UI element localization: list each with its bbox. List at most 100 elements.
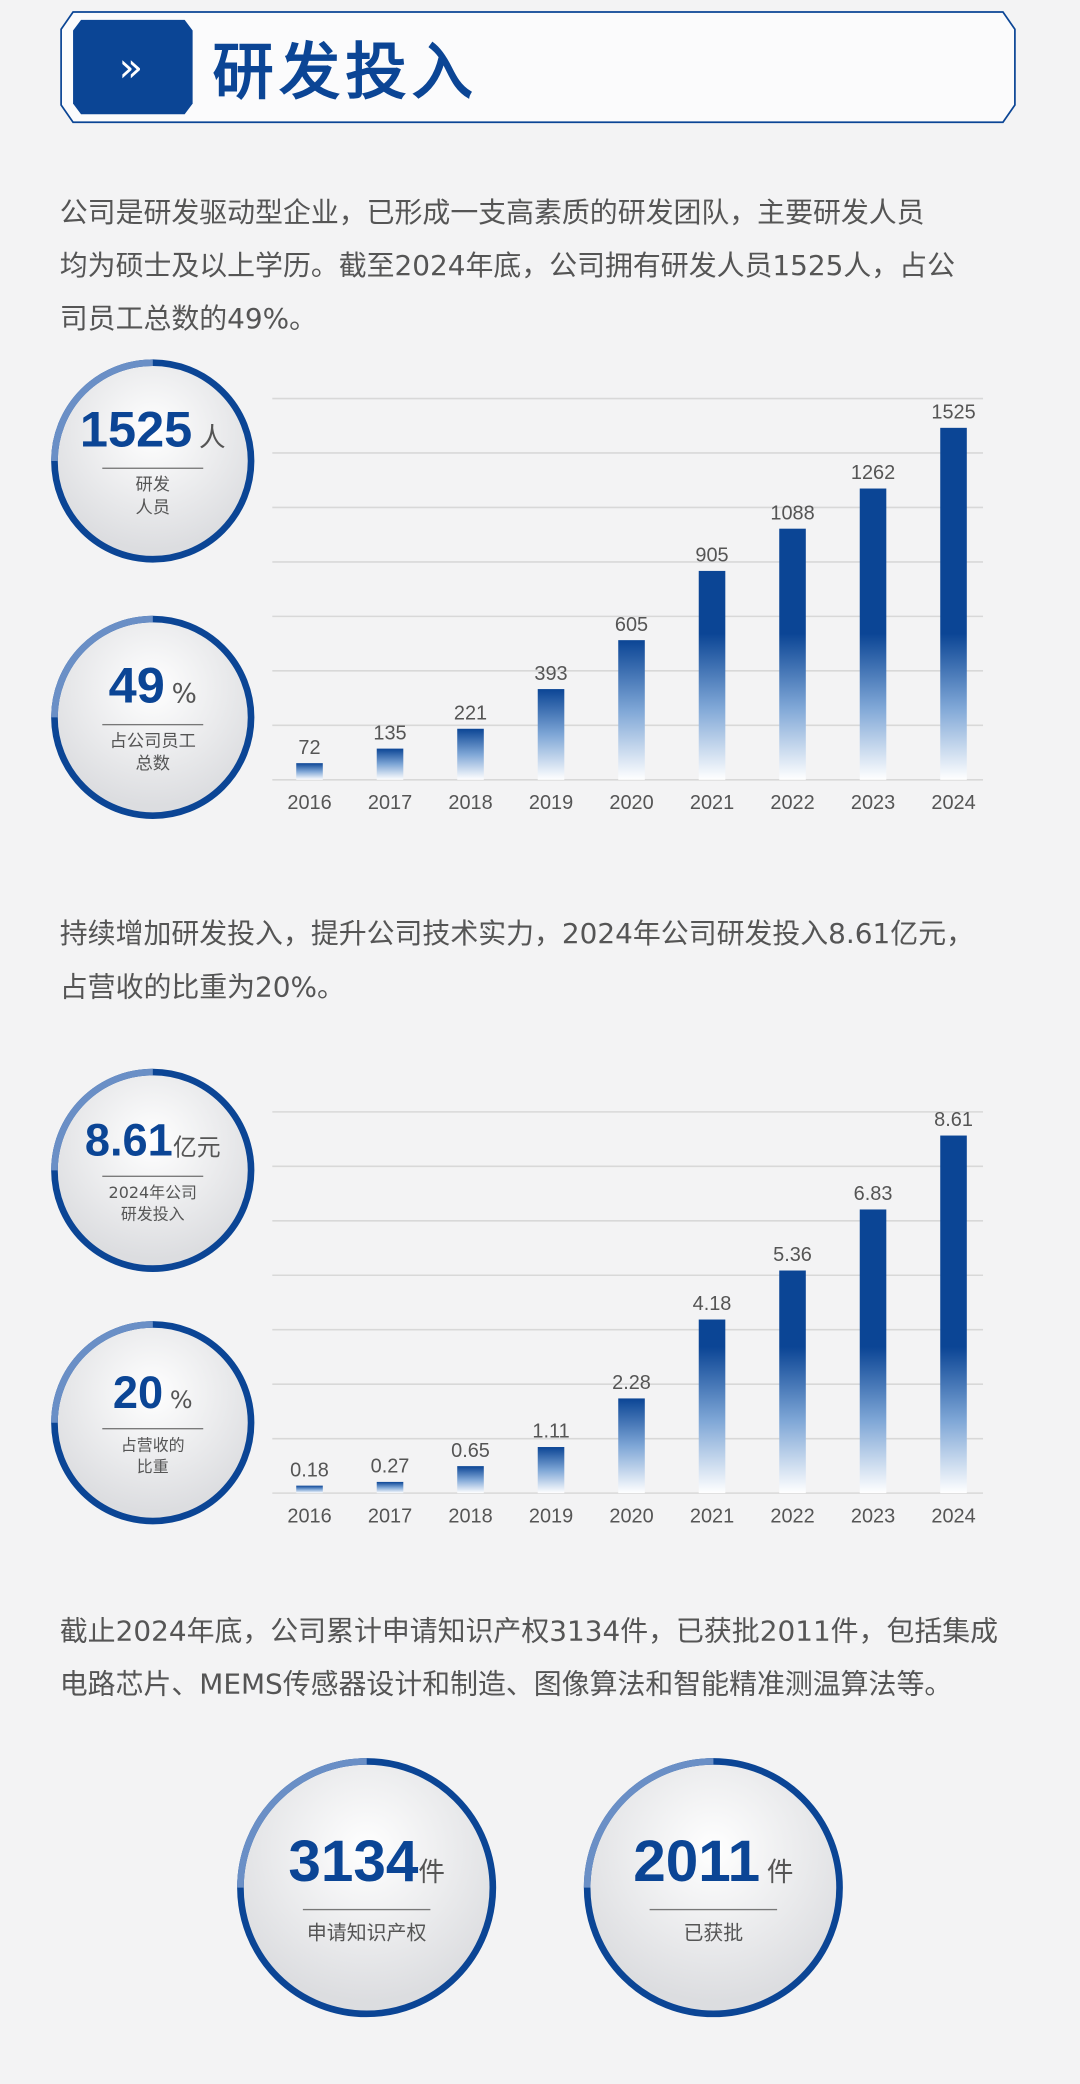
divider xyxy=(302,1908,431,1910)
x-tick-label: 2017 xyxy=(368,792,412,814)
bar-2020 xyxy=(618,1398,645,1494)
x-tick-label: 2021 xyxy=(690,1505,734,1527)
page-title: 研发投入 xyxy=(212,37,479,107)
divider xyxy=(102,467,204,469)
staff-bar-chart: 72 2016 135 2017 221 2018 393 2019 605 2020 905 202… xyxy=(272,397,984,814)
bar-2017 xyxy=(376,748,404,780)
bar-2019 xyxy=(537,1447,565,1494)
data-label: 605 xyxy=(615,614,648,636)
bar-2017 xyxy=(376,1481,404,1494)
stat-label: 已获批 xyxy=(683,1920,744,1945)
data-label: 1525 xyxy=(931,402,975,424)
bar-2023 xyxy=(859,1209,887,1494)
bar-2019 xyxy=(537,689,565,780)
stat-label: 申请知识产权 xyxy=(306,1920,427,1945)
stat-unit: 件 xyxy=(418,1855,445,1888)
data-label: 221 xyxy=(454,702,487,724)
stat-circle-staff-ratio: 49 % 占公司员工 总数 xyxy=(50,615,255,820)
bar-2018 xyxy=(457,1466,484,1494)
x-tick-label: 2023 xyxy=(851,792,895,814)
divider xyxy=(102,723,204,725)
rd-investment-bar-chart: 0.18 2016 0.27 2017 0.65 2018 1.11 2019 2.28 2020… xyxy=(272,1109,984,1527)
data-label: 135 xyxy=(373,722,406,744)
data-label: 1.11 xyxy=(532,1421,569,1443)
data-label: 4.18 xyxy=(693,1293,732,1315)
x-tick-label: 2016 xyxy=(287,1505,331,1527)
ring-graphic xyxy=(583,1758,843,2018)
stat-value: 2011 xyxy=(633,1828,761,1894)
stat-label: 占营收的 比重 xyxy=(120,1435,185,1476)
bar-2016 xyxy=(296,763,323,780)
stat-label: 研发 人员 xyxy=(135,475,171,518)
text-line: 持续增加研发投入，提升公司技术实力，2024年公司研发投入8.61亿元， xyxy=(59,917,974,950)
text-line: 均为硕士及以上学历。截至2024年底，公司拥有研发人员1525人，占公 xyxy=(59,249,955,282)
stat-circle-rd-invest: 8.61亿元 2024年公司 研发投入 xyxy=(50,1068,255,1273)
x-tick-label: 2024 xyxy=(931,1505,975,1527)
data-label: 2.28 xyxy=(612,1372,651,1394)
stat-unit: 人 xyxy=(199,420,226,453)
text-line: 公司是研发驱动型企业，已形成一支高素质的研发团队，主要研发人员 xyxy=(59,196,925,229)
data-label: 905 xyxy=(695,545,728,567)
data-label: 393 xyxy=(534,663,567,685)
intro-paragraph: 公司是研发驱动型企业，已形成一支高素质的研发团队，主要研发人员 均为硕士及以上学… xyxy=(60,186,1030,345)
divider xyxy=(649,1908,778,1910)
x-tick-label: 2018 xyxy=(448,1505,492,1527)
stat-unit: % xyxy=(171,676,197,709)
x-tick-label: 2020 xyxy=(609,1505,653,1527)
data-label: 0.27 xyxy=(371,1456,410,1478)
ring-highlight xyxy=(51,359,255,563)
divider xyxy=(102,1427,204,1430)
text-line: 电路芯片、MEMS传感器设计和制造、图像算法和智能精准测温算法等。 xyxy=(59,1668,953,1701)
bar-2021 xyxy=(698,1319,726,1494)
text-line: 占营收的比重为20%。 xyxy=(59,971,345,1003)
x-tick-label: 2023 xyxy=(851,1505,895,1527)
ip-paragraph: 截止2024年底，公司累计申请知识产权3134件，已获批2011件，包括集成 电… xyxy=(60,1605,1030,1711)
bar-2021 xyxy=(698,570,726,780)
x-tick-label: 2020 xyxy=(609,792,653,814)
ring-graphic xyxy=(51,1321,255,1525)
data-label: 0.18 xyxy=(290,1459,329,1481)
bar-2016 xyxy=(296,1485,323,1494)
investment-paragraph: 持续增加研发投入，提升公司技术实力，2024年公司研发投入8.61亿元， 占营收… xyxy=(60,907,1030,1013)
data-label: 0.65 xyxy=(451,1440,490,1462)
ring-graphic xyxy=(51,1068,255,1272)
stat-value: 8.61 xyxy=(84,1115,173,1167)
text-line: 截止2024年底，公司累计申请知识产权3134件，已获批2011件，包括集成 xyxy=(59,1615,999,1648)
stat-unit: 件 xyxy=(766,1855,794,1888)
stat-circle-rd-ratio: 20 % 占营收的 比重 xyxy=(50,1320,255,1525)
stat-label: 2024年公司 研发投入 xyxy=(108,1183,197,1223)
stat-circle-ip-granted: 2011 件 已获批 xyxy=(583,1757,843,2018)
x-tick-label: 2021 xyxy=(690,792,734,814)
ring-graphic xyxy=(51,359,255,563)
x-tick-label: 2019 xyxy=(529,792,573,814)
divider xyxy=(102,1175,204,1177)
x-tick-label: 2017 xyxy=(368,1505,412,1527)
bar-2022 xyxy=(779,1270,806,1494)
x-tick-label: 2024 xyxy=(931,792,975,814)
x-tick-label: 2022 xyxy=(770,792,814,814)
stat-circle-staff: 1525 人 研发 人员 xyxy=(50,359,255,564)
section-header-frame xyxy=(60,11,1016,124)
text-line: 司员工总数的49%。 xyxy=(59,302,318,335)
bar-2024 xyxy=(940,427,967,780)
bar-2022 xyxy=(779,528,806,780)
ring-highlight xyxy=(51,1068,255,1272)
stat-value: 49 xyxy=(108,658,165,715)
stat-value: 3134 xyxy=(288,1828,419,1894)
bar-2018 xyxy=(457,728,484,780)
x-tick-label: 2018 xyxy=(448,792,492,814)
data-label: 8.61 xyxy=(934,1109,973,1131)
stat-value: 1525 xyxy=(79,401,193,458)
double-chevron-icon: » xyxy=(118,44,144,91)
ring-graphic xyxy=(51,615,255,819)
x-tick-label: 2019 xyxy=(529,1505,573,1527)
data-label: 72 xyxy=(298,737,320,759)
bar-2020 xyxy=(618,640,645,780)
stat-unit: 亿元 xyxy=(172,1134,221,1163)
ring-graphic xyxy=(237,1758,497,2018)
bar-2023 xyxy=(859,488,887,780)
stat-unit: % xyxy=(169,1386,193,1415)
stat-value: 20 xyxy=(112,1368,164,1419)
stat-circle-ip-applied: 3134件 申请知识产权 xyxy=(236,1757,497,2018)
data-label: 5.36 xyxy=(773,1244,812,1266)
